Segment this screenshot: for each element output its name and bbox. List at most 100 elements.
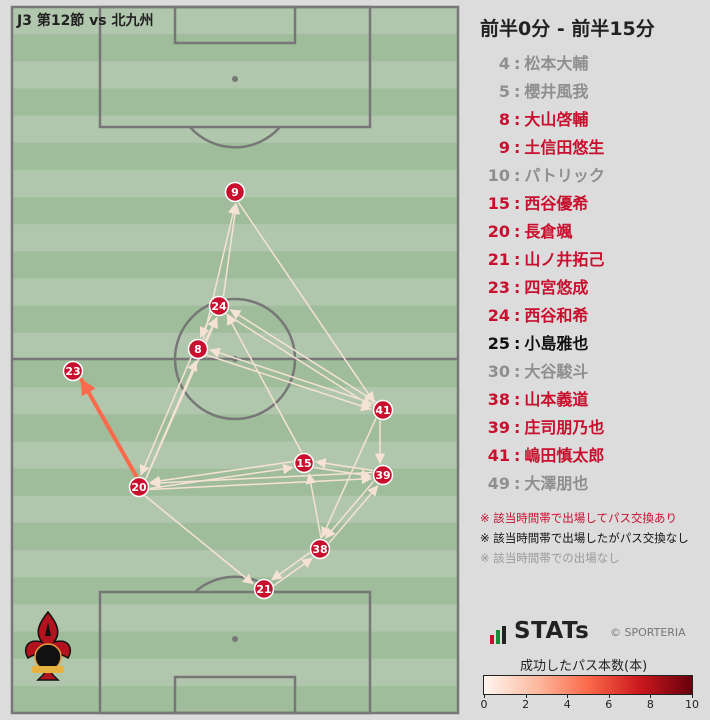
pass-arrow-20-to-39 <box>149 473 373 491</box>
pass-arrow-38-to-39 <box>328 485 379 544</box>
separator: : <box>514 250 521 269</box>
separator: : <box>514 194 521 213</box>
player-node-label: 24 <box>211 300 227 313</box>
player-row: 24: 西谷和希 <box>470 302 710 330</box>
separator: : <box>514 54 521 73</box>
player-row: 38: 山本義道 <box>470 386 710 414</box>
time-range-title: 前半0分 - 前半15分 <box>480 18 655 40</box>
pass-arrow-38-to-15 <box>305 473 322 539</box>
player-node-41 <box>372 399 394 421</box>
player-row: 15: 西谷優希 <box>470 190 710 218</box>
pitch-stripe <box>12 658 458 687</box>
top-penalty-arc <box>189 126 281 149</box>
player-number: 15 <box>487 194 510 213</box>
player-row: 8: 大山啓輔 <box>470 106 710 134</box>
player-name: 山本義道 <box>524 390 589 409</box>
pitch-stripe <box>12 550 458 578</box>
pass-arrow-8-to-20 <box>139 357 192 476</box>
separator: : <box>514 110 521 129</box>
colorbar-tick-label: 6 <box>605 698 613 711</box>
colorbar-tick-label: 0 <box>480 698 488 711</box>
player-row: 41: 嶋田慎太郎 <box>470 442 710 470</box>
player-number: 41 <box>487 446 510 465</box>
colorbar-tick <box>525 694 527 698</box>
player-row: 30: 大谷駿斗 <box>470 358 710 386</box>
bottom-goal-box <box>173 675 297 715</box>
player-node-8 <box>187 338 209 360</box>
stats-logo: STATs <box>490 618 589 644</box>
player-number: 20 <box>487 222 510 241</box>
player-name: 櫻井風我 <box>524 82 589 101</box>
player-row: 9: 土信田悠生 <box>470 134 710 162</box>
player-number: 21 <box>487 250 510 269</box>
pitch-stripe <box>12 115 458 144</box>
player-name: 大山啓輔 <box>524 110 589 129</box>
pass-arrow-41-to-24 <box>229 309 377 403</box>
pitch-stripe <box>12 7 458 35</box>
pitch-stripe <box>12 495 458 524</box>
pitch-stripe <box>12 34 458 62</box>
separator: : <box>514 138 521 157</box>
player-number: 38 <box>487 390 510 409</box>
pass-arrow-20-to-23 <box>79 377 139 478</box>
note-no-pass: ※ 該当時間帯で出場したがパス交換なし <box>480 531 689 545</box>
player-name: 土信田悠生 <box>524 138 605 157</box>
separator: : <box>514 306 521 325</box>
colorbar-title: 成功したパス本数(本) <box>520 659 648 674</box>
colorbar-tick-label: 4 <box>563 698 571 711</box>
player-name: 長倉颯 <box>524 222 573 241</box>
player-number: 49 <box>487 474 510 493</box>
legend-notes: ※ 該当時間帯で出場してパス交換あり ※ 該当時間帯で出場したがパス交換なし ※… <box>480 508 710 568</box>
player-name: 西谷優希 <box>524 194 589 213</box>
player-number: 25 <box>487 334 510 353</box>
player-number: 30 <box>487 362 510 381</box>
pitch-pass-network: 9 24 8 23 41 15 39 20 38 21 <box>10 5 460 715</box>
player-node-label: 23 <box>65 365 80 378</box>
player-node-label: 21 <box>256 583 271 596</box>
colorbar-tick <box>567 694 569 698</box>
player-node-label: 9 <box>231 186 239 199</box>
player-node-20 <box>128 476 150 498</box>
player-row: 10: パトリック <box>470 162 710 190</box>
player-number: 10 <box>487 166 510 185</box>
player-name: 大谷駿斗 <box>524 362 589 381</box>
player-row: 49: 大澤朋也 <box>470 470 710 498</box>
colorbar-tick <box>692 694 693 698</box>
stats-wordmark: STATs <box>514 618 590 644</box>
pass-arrow-20-to-21 <box>144 495 254 585</box>
player-node-label: 41 <box>375 404 390 417</box>
player-node-label: 15 <box>296 457 311 470</box>
player-row: 4: 松本大輔 <box>470 50 710 78</box>
player-name: 庄司朋乃也 <box>524 418 605 437</box>
pass-arrow-8-to-41 <box>206 354 372 412</box>
pass-arrow-39-to-38 <box>324 480 375 539</box>
colorbar-tick <box>484 694 485 698</box>
separator: : <box>514 222 521 241</box>
player-name: 大澤朋也 <box>524 474 589 493</box>
separator: : <box>514 166 521 185</box>
pitch-stripe <box>12 685 458 714</box>
pitch-stripe <box>12 332 458 361</box>
player-row: 23: 四宮悠成 <box>470 274 710 302</box>
player-number: 8 <box>498 110 510 129</box>
colorbar-tick-label: 2 <box>522 698 530 711</box>
note-active: ※ 該当時間帯で出場してパス交換あり <box>480 511 677 525</box>
pitch-stripe <box>12 522 458 551</box>
player-name: 山ノ井拓己 <box>524 250 605 269</box>
player-node-label: 39 <box>375 469 390 482</box>
colorbar-tick <box>608 694 610 698</box>
player-name: 西谷和希 <box>524 306 589 325</box>
credit: © SPORTERIA <box>610 626 686 639</box>
player-list: 4: 松本大輔 5: 櫻井風我 8: 大山啓輔 9: 土信田悠生 10: パトリック 15: 西谷優希… <box>470 50 710 498</box>
pitch-stripe <box>12 631 458 660</box>
player-number: 24 <box>487 306 510 325</box>
player-node-38 <box>309 538 331 560</box>
player-node-label: 38 <box>312 543 327 556</box>
player-number: 39 <box>487 418 510 437</box>
separator: : <box>514 474 521 493</box>
player-number: 5 <box>498 82 510 101</box>
pitch-stripe <box>12 278 458 307</box>
player-node-label: 8 <box>194 343 202 356</box>
note-absent: ※ 該当時間帯での出場なし <box>480 551 620 565</box>
player-name: パトリック <box>524 166 605 185</box>
